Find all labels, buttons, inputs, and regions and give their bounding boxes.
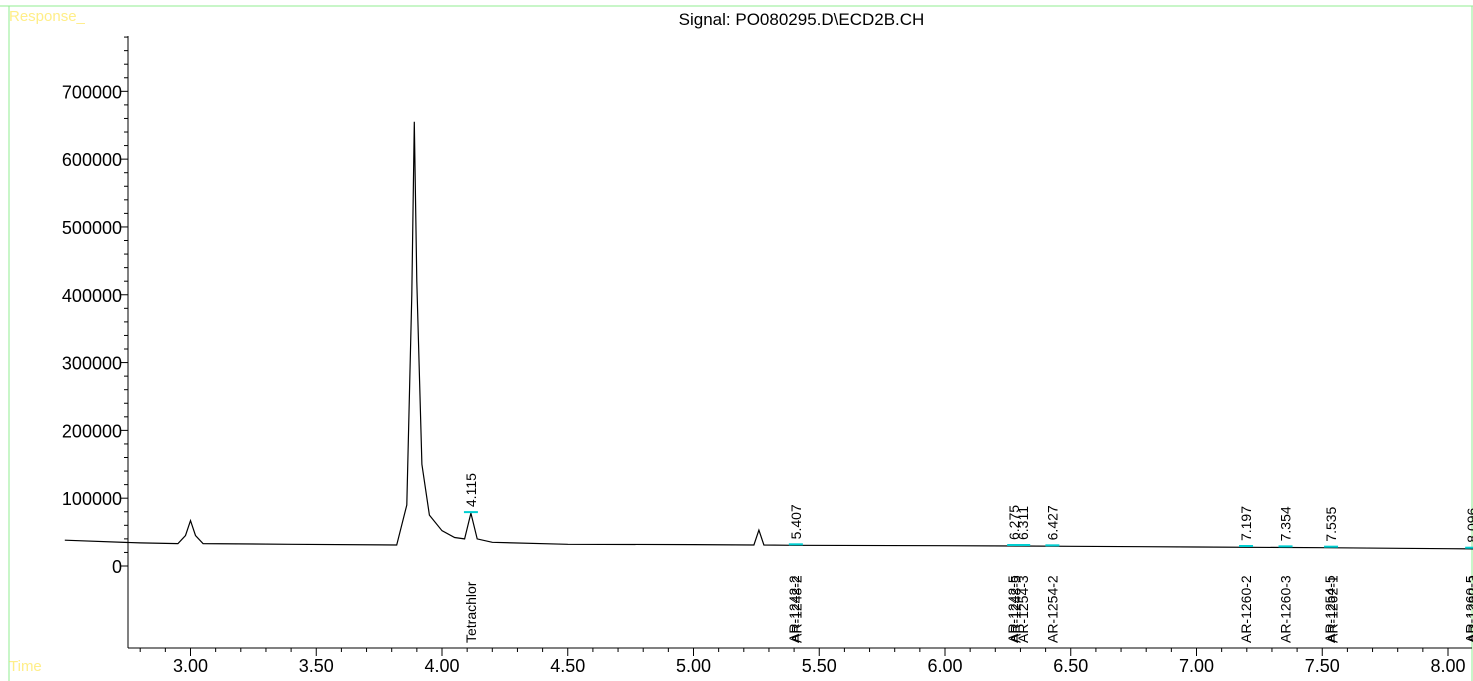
compound-label: AR-1262-3 <box>1465 575 1473 643</box>
y-tick-label: 700000 <box>62 82 122 102</box>
x-tick-label: 7.00 <box>1179 656 1214 676</box>
compound-label: AR-1260-2 <box>1238 575 1254 643</box>
compound-label: Tetrachlor <box>463 581 479 643</box>
peak-time-label: 7.354 <box>1278 506 1294 541</box>
compound-label: AR-1260-3 <box>1278 575 1294 643</box>
chromatogram-plot: 0 100000 200000 300000 400000 500000 600000 700… <box>62 36 1473 676</box>
y-tick-label: 300000 <box>62 354 122 374</box>
y-tick-label: 100000 <box>62 489 122 509</box>
peak-time-label: 8.096 <box>1464 507 1473 542</box>
y-tick-label: 600000 <box>62 150 122 170</box>
x-tick-label: 8.00 <box>1430 656 1465 676</box>
compound-label: AR-1248-5 <box>1007 575 1023 643</box>
peak-time-label: 6.275 <box>1006 505 1022 540</box>
compound-label: AR-1242-5 <box>1005 575 1021 643</box>
compound-label: AR-1248-2 <box>789 575 805 643</box>
x-tick-label: 6.50 <box>1053 656 1088 676</box>
x-tick-label: 3.50 <box>299 656 334 676</box>
compound-label: AR-1254-2 <box>1044 575 1060 643</box>
x-tick-label: 6.00 <box>927 656 962 676</box>
x-axis-label: Time <box>9 658 42 675</box>
x-tick-label: 5.00 <box>676 656 711 676</box>
x-tick-label: 7.50 <box>1305 656 1340 676</box>
y-tick-label: 500000 <box>62 218 122 238</box>
peak-time-label: 5.407 <box>788 504 804 539</box>
y-tick-label: 200000 <box>62 421 122 441</box>
compound-label: AR-1262-1 <box>1324 575 1340 643</box>
y-tick-label: 400000 <box>62 286 122 306</box>
y-tick-label: 0 <box>112 557 122 577</box>
x-tick-label: 4.50 <box>550 656 585 676</box>
x-tick-label: 3.00 <box>173 656 208 676</box>
signal-trace <box>64 121 1473 550</box>
peak-time-label: 4.115 <box>463 473 479 507</box>
compound-label: AR-1242-2 <box>786 575 802 643</box>
peak-time-label: 7.197 <box>1238 506 1254 541</box>
peak-time-label: 6.427 <box>1044 505 1060 540</box>
peak-time-label: 6.311 <box>1015 506 1031 540</box>
compound-label: AR-1254-5 <box>1322 575 1338 643</box>
compound-label: AR-1260-5 <box>1463 575 1473 643</box>
y-axis-label: Response_ <box>9 8 85 25</box>
x-tick-label: 5.50 <box>802 656 837 676</box>
peak-time-label: 7.535 <box>1323 506 1339 541</box>
x-tick-label: 4.00 <box>424 656 459 676</box>
compound-label: AR-1254-3 <box>1015 575 1031 643</box>
chart-title: Signal: PO080295.D\ECD2B.CH <box>678 10 925 29</box>
